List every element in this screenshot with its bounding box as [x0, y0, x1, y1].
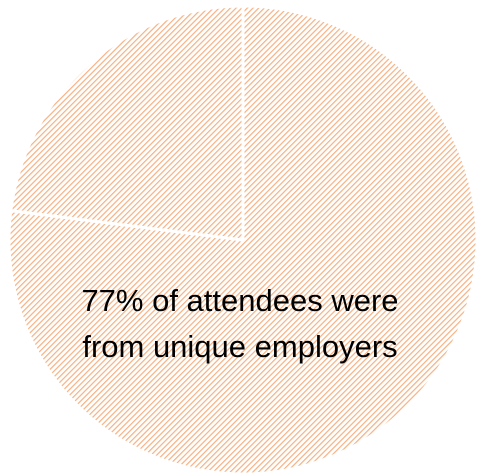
- annotation-line-2: from unique employers: [82, 329, 397, 364]
- pie-slice-2: [9, 4, 245, 242]
- pie-slices: [7, 4, 477, 476]
- annotation-line-1: 77% of attendees were: [81, 283, 398, 318]
